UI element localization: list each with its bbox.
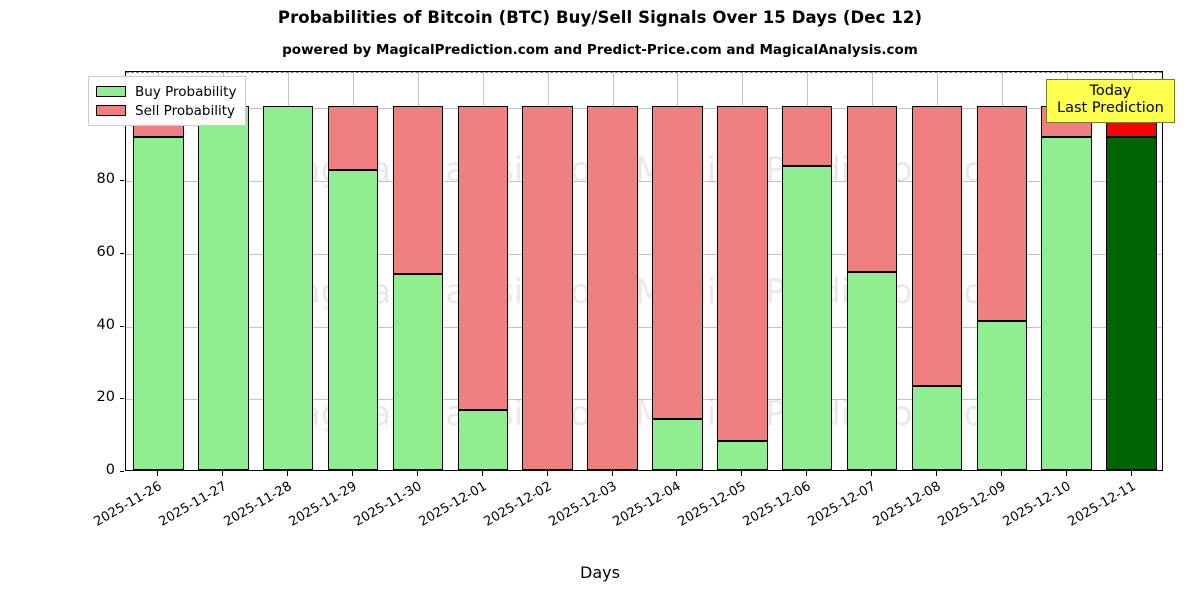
bar-segment-buy[interactable] xyxy=(198,106,249,470)
bar-segment-sell[interactable] xyxy=(717,106,768,441)
today-label-line2: Last Prediction xyxy=(1057,100,1164,117)
bar-group-2025-12-01[interactable] xyxy=(457,72,509,470)
x-tick-mark-2025-11-28 xyxy=(287,471,289,476)
gridline-y-40 xyxy=(126,326,1162,328)
y-tick-mark-60 xyxy=(120,252,124,254)
x-tick-mark-2025-12-07 xyxy=(871,471,873,476)
bar-segment-sell[interactable] xyxy=(392,106,444,274)
bar-group-2025-12-04[interactable] xyxy=(652,72,703,470)
x-tick-mark-2025-12-06 xyxy=(806,471,808,476)
gridline-y-60 xyxy=(126,253,1162,255)
bar-segment-sell[interactable] xyxy=(522,106,573,470)
bar-segment-buy[interactable] xyxy=(457,410,509,470)
x-tick-mark-2025-12-09 xyxy=(1000,471,1002,476)
y-tick-mark-20 xyxy=(120,398,124,400)
x-tick-mark-2025-12-04 xyxy=(676,471,678,476)
x-tick-mark-2025-11-30 xyxy=(416,471,418,476)
bar-group-2025-11-26[interactable] xyxy=(133,72,184,470)
x-tick-mark-2025-12-02 xyxy=(546,471,548,476)
today-annotation: Today Last Prediction xyxy=(1046,79,1175,124)
bar-group-2025-12-07[interactable] xyxy=(846,72,898,470)
chart-legend: Buy Probability Sell Probability xyxy=(88,76,247,126)
reference-dashed-line xyxy=(126,72,1162,73)
y-tick-label-20: 20 xyxy=(96,389,115,406)
legend-swatch-icon xyxy=(96,86,126,97)
bar-segment-sell[interactable] xyxy=(976,106,1028,321)
y-tick-label-0: 0 xyxy=(105,462,115,478)
bar-segment-buy[interactable] xyxy=(717,440,768,470)
bar-segment-buy[interactable] xyxy=(262,106,314,470)
x-tick-mark-2025-12-01 xyxy=(481,471,483,476)
bar-segment-buy[interactable] xyxy=(781,166,833,470)
bar-segment-sell[interactable] xyxy=(327,106,379,170)
y-tick-mark-0 xyxy=(120,471,124,472)
x-tick-mark-2025-11-29 xyxy=(352,471,354,476)
bar-group-2025-12-03[interactable] xyxy=(587,72,638,470)
y-tick-mark-80 xyxy=(120,180,124,182)
bar-group-2025-11-29[interactable] xyxy=(327,72,379,470)
bar-segment-buy[interactable] xyxy=(652,419,703,470)
gridline-y-20 xyxy=(126,399,1162,401)
bar-segment-sell[interactable] xyxy=(781,106,833,167)
gridline-y-100 xyxy=(126,108,1162,110)
legend-label: Sell Probability xyxy=(135,102,236,119)
bar-segment-buy[interactable] xyxy=(1106,137,1157,470)
x-tick-mark-2025-11-26 xyxy=(157,471,159,476)
bar-group-2025-12-09[interactable] xyxy=(976,72,1028,470)
x-tick-mark-2025-12-05 xyxy=(741,471,743,476)
chart-subtitle: powered by MagicalPrediction.com and Pre… xyxy=(282,42,918,58)
bar-group-2025-12-08[interactable] xyxy=(911,72,963,470)
legend-label: Buy Probability xyxy=(135,83,237,100)
legend-item-0[interactable]: Buy Probability xyxy=(96,82,236,101)
y-tick-label-80: 80 xyxy=(96,171,115,188)
bar-group-2025-11-28[interactable] xyxy=(262,72,314,470)
x-tick-mark-2025-11-27 xyxy=(222,471,224,476)
page-title: Probabilities of Bitcoin (BTC) Buy/Sell … xyxy=(277,8,923,27)
bar-segment-sell[interactable] xyxy=(846,106,898,272)
bar-segment-buy[interactable] xyxy=(911,386,963,470)
bar-segment-sell[interactable] xyxy=(911,106,963,387)
bar-segment-buy[interactable] xyxy=(392,273,444,470)
bar-group-2025-12-02[interactable] xyxy=(522,72,573,470)
plot-clip: MagicalAnalysis.com MagicalPrediction.co… xyxy=(126,72,1162,470)
x-tick-mark-2025-12-03 xyxy=(611,471,613,476)
bar-segment-buy[interactable] xyxy=(1041,137,1092,470)
bar-group-2025-12-10[interactable] xyxy=(1041,72,1092,470)
plot-area: MagicalAnalysis.com MagicalPrediction.co… xyxy=(125,71,1163,471)
bar-segment-sell[interactable] xyxy=(457,106,509,410)
y-tick-mark-40 xyxy=(120,325,124,327)
bar-segment-sell[interactable] xyxy=(652,106,703,420)
bar-segment-buy[interactable] xyxy=(976,320,1028,470)
bar-segment-sell[interactable] xyxy=(587,106,638,470)
bar-group-2025-12-11[interactable] xyxy=(1106,72,1157,470)
x-tick-mark-2025-12-11 xyxy=(1130,471,1132,476)
y-tick-label-40: 40 xyxy=(96,316,115,333)
x-tick-mark-2025-12-08 xyxy=(935,471,937,476)
legend-swatch-icon xyxy=(96,105,126,116)
bar-group-2025-11-27[interactable] xyxy=(198,72,249,470)
bar-group-2025-12-05[interactable] xyxy=(717,72,768,470)
x-axis-label: Days xyxy=(580,563,620,582)
bar-group-2025-11-30[interactable] xyxy=(392,72,444,470)
bar-segment-buy[interactable] xyxy=(133,137,184,470)
y-tick-label-60: 60 xyxy=(96,243,115,260)
today-label-line1: Today xyxy=(1089,83,1132,99)
bar-group-2025-12-06[interactable] xyxy=(781,72,833,470)
x-tick-mark-2025-12-10 xyxy=(1065,471,1067,476)
legend-item-1[interactable]: Sell Probability xyxy=(96,101,236,120)
bar-segment-buy[interactable] xyxy=(846,271,898,470)
bar-segment-buy[interactable] xyxy=(327,170,379,470)
gridline-y-80 xyxy=(126,181,1162,183)
